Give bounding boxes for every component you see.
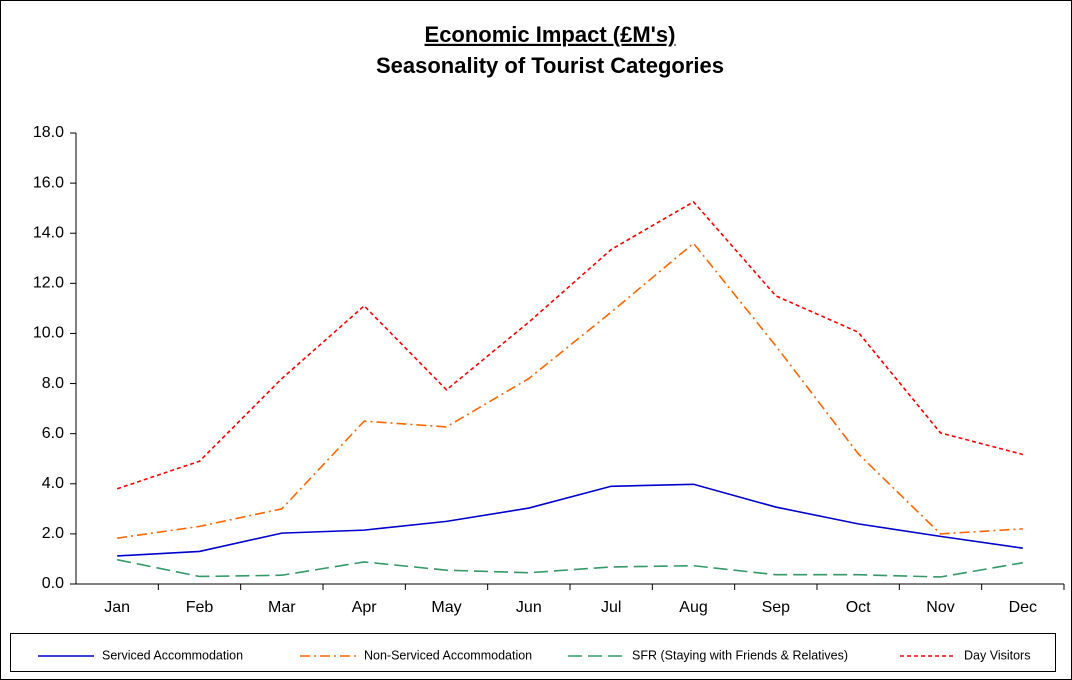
x-tick-label: Feb [186, 599, 214, 616]
series-line [117, 242, 1023, 539]
legend-box [10, 633, 1056, 672]
x-tick-label: Jan [104, 599, 130, 616]
y-tick-label: 0.0 [42, 575, 64, 592]
series-line [117, 483, 1023, 557]
y-tick-label: 12.0 [33, 275, 64, 292]
series-line [116, 200, 1024, 490]
x-tick-label: Mar [268, 599, 296, 616]
legend-label: Day Visitors [964, 648, 1030, 662]
y-tick-label: 6.0 [42, 425, 64, 442]
x-tick-label: Jun [516, 599, 542, 616]
legend-label: SFR (Staying with Friends & Relatives) [632, 648, 848, 662]
legend-label: Non-Serviced Accommodation [364, 648, 532, 662]
x-tick-label: Jul [601, 599, 621, 616]
y-tick-label: 4.0 [42, 475, 64, 492]
x-tick-label: Sep [762, 599, 791, 616]
series-line [117, 558, 1023, 578]
x-tick-label: Apr [352, 599, 378, 616]
chart-title: Economic Impact (£M's) [425, 22, 676, 47]
x-tick-label: May [431, 599, 461, 616]
x-tick-label: Dec [1009, 599, 1037, 616]
y-tick-label: 16.0 [33, 174, 64, 191]
x-tick-label: Aug [679, 599, 707, 616]
x-tick-label: Nov [926, 599, 954, 616]
y-tick-label: 8.0 [42, 375, 64, 392]
y-tick-label: 10.0 [33, 325, 64, 342]
y-tick-label: 18.0 [33, 124, 64, 141]
legend-label: Serviced Accommodation [102, 648, 243, 662]
x-tick-label: Oct [846, 599, 871, 616]
chart-subtitle: Seasonality of Tourist Categories [376, 53, 724, 78]
y-tick-label: 14.0 [33, 224, 64, 241]
y-tick-label: 2.0 [42, 525, 64, 542]
